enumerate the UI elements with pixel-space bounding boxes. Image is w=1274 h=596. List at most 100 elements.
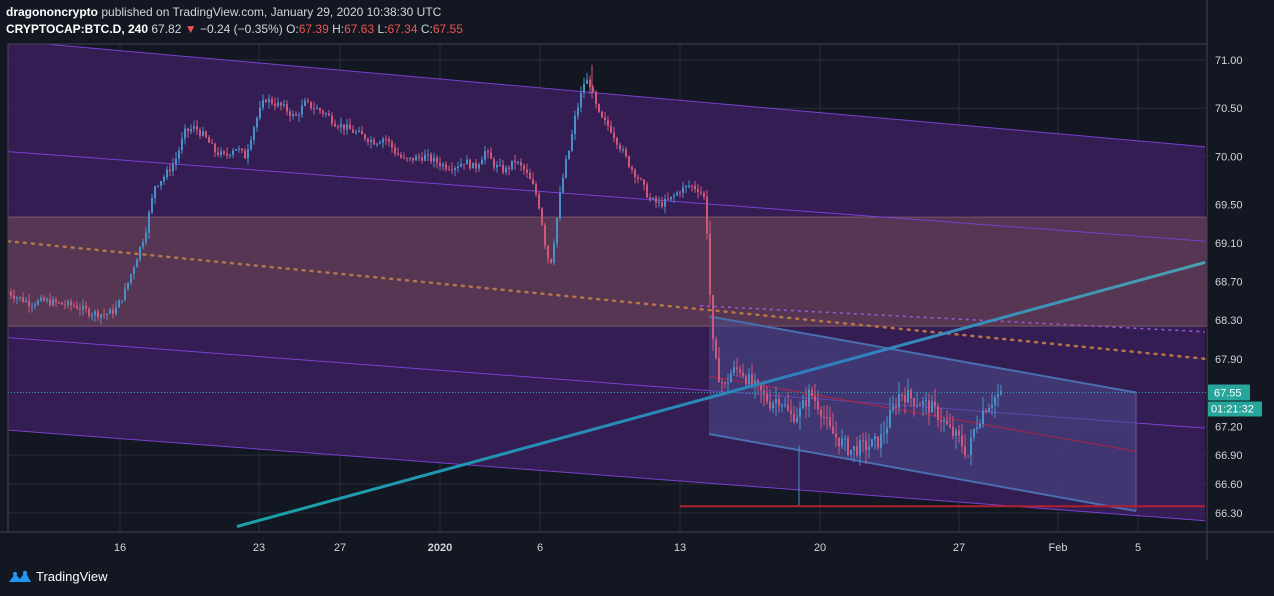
- symbol-label[interactable]: CRYPTOCAP:BTC.D, 240: [6, 22, 149, 36]
- candle-body: [604, 117, 606, 120]
- candle-body: [925, 400, 927, 402]
- candle-body: [97, 311, 99, 318]
- candle-body: [610, 125, 612, 133]
- last-price: 67.82: [151, 22, 182, 36]
- dotted-line-orange: [8, 239, 1207, 361]
- author-name[interactable]: dragononcrypto: [6, 5, 98, 19]
- candle-body: [766, 393, 768, 402]
- candle-body: [421, 157, 423, 161]
- candle-body: [907, 390, 909, 403]
- candle-body: [634, 169, 636, 178]
- candle-body: [595, 91, 597, 105]
- candle-body: [847, 438, 849, 456]
- candle-body: [241, 148, 243, 151]
- candle-body: [346, 124, 348, 130]
- candle-body: [238, 148, 240, 150]
- candle-body: [115, 307, 117, 315]
- candle-body: [646, 184, 648, 198]
- candle-body: [820, 409, 822, 417]
- candle-body: [334, 123, 336, 127]
- candle-body: [268, 98, 270, 103]
- candle-body: [637, 177, 639, 179]
- candle-body: [745, 376, 747, 385]
- candle-body: [871, 439, 873, 447]
- candle-body: [910, 390, 912, 399]
- footer-brand[interactable]: TradingView: [8, 569, 108, 584]
- candle-body: [172, 164, 174, 172]
- candle-body: [886, 427, 888, 434]
- candle-body: [127, 282, 129, 289]
- candle-body: [142, 242, 144, 247]
- candle-body: [676, 192, 678, 196]
- candle-body: [547, 245, 549, 259]
- candle-body: [652, 197, 654, 200]
- candle-body: [979, 424, 981, 428]
- x-tick-label: 5: [1135, 542, 1141, 554]
- candle-body: [691, 185, 693, 187]
- candle-body: [406, 158, 408, 160]
- candle-body: [622, 149, 624, 151]
- candle-body: [523, 165, 525, 170]
- plot-area: [0, 0, 1274, 560]
- candle-body: [34, 304, 36, 306]
- candle-body: [997, 394, 999, 398]
- candle-body: [943, 420, 945, 422]
- candle-body: [124, 288, 126, 301]
- candle-body: [553, 243, 555, 263]
- candle-body: [166, 169, 168, 178]
- candle-body: [343, 124, 345, 130]
- candle-body: [727, 382, 729, 384]
- candle-body: [67, 301, 69, 306]
- small-channel-top: [708, 315, 1137, 394]
- candle-body: [631, 166, 633, 170]
- x-tick-label: 20: [814, 542, 826, 554]
- x-tick-label: 27: [334, 542, 346, 554]
- candle-body: [823, 416, 825, 418]
- candle-body: [271, 98, 273, 104]
- plot-clip-group: [8, 44, 1207, 532]
- y-tick-label: 71.00: [1215, 55, 1243, 67]
- candle-body: [583, 83, 585, 93]
- candle-body: [121, 300, 123, 302]
- candle-body: [589, 79, 591, 88]
- candle-body: [850, 449, 852, 456]
- candle-body: [49, 299, 51, 306]
- candle-body: [319, 108, 321, 111]
- candle-body: [937, 406, 939, 421]
- candle-body: [349, 124, 351, 130]
- small-channel-bottom: [708, 432, 1137, 513]
- candle-body: [895, 405, 897, 408]
- candle-body: [898, 394, 900, 408]
- candle-body: [199, 129, 201, 136]
- candle-body: [526, 169, 528, 173]
- candle-body: [859, 440, 861, 456]
- candle-body: [949, 424, 951, 427]
- candle-body: [202, 131, 204, 136]
- down-arrow-icon: ▼: [184, 22, 197, 36]
- price-tag-box: [1208, 384, 1250, 401]
- candle-body: [184, 128, 186, 139]
- candle-body: [130, 274, 132, 283]
- candle-body: [376, 143, 378, 145]
- candle-body: [448, 169, 450, 171]
- candle-body: [751, 374, 753, 386]
- candle-body: [799, 408, 801, 417]
- candle-body: [790, 410, 792, 415]
- candle-body: [889, 410, 891, 428]
- candle-body: [196, 126, 198, 130]
- candle-body: [301, 105, 303, 115]
- candle-body: [322, 110, 324, 114]
- candle-body: [598, 104, 600, 112]
- candle-body: [331, 115, 333, 124]
- candle-body: [37, 300, 39, 305]
- supply-zone: [8, 216, 1207, 327]
- candle-body: [292, 114, 294, 116]
- candle-body: [229, 154, 231, 156]
- candle-body: [955, 430, 957, 436]
- candle-body: [367, 139, 369, 142]
- candle-body: [724, 382, 726, 384]
- candle-body: [70, 301, 72, 306]
- open-value: 67.39: [298, 22, 329, 36]
- tradingview-logo-icon: [9, 570, 31, 582]
